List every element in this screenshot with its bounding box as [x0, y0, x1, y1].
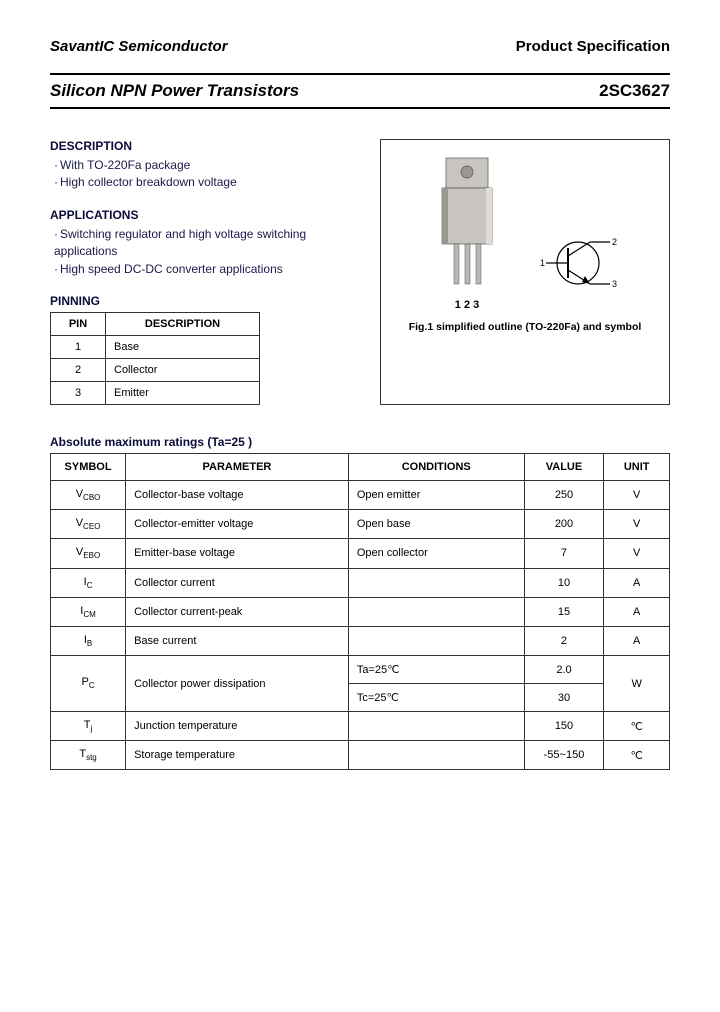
table-row: PC Collector power dissipation Ta=25℃ 2.… [51, 656, 670, 684]
svg-text:2: 2 [612, 237, 617, 247]
list-item: With TO-220Fa package [50, 157, 362, 174]
title-bar: Silicon NPN Power Transistors 2SC3627 [50, 73, 670, 109]
col-parameter: PARAMETER [126, 453, 349, 480]
table-row: 3Emitter [51, 381, 260, 404]
description-list: With TO-220Fa package High collector bre… [50, 157, 362, 192]
ratings-heading: Absolute maximum ratings (Ta=25 ) [50, 435, 670, 449]
col-conditions: CONDITIONS [348, 453, 524, 480]
product-family: Silicon NPN Power Transistors [50, 81, 299, 101]
description-heading: DESCRIPTION [50, 139, 362, 153]
figure-caption: Fig.1 simplified outline (TO-220Fa) and … [391, 321, 659, 333]
table-row: VEBOEmitter-base voltageOpen collector7V [51, 539, 670, 568]
ratings-table: SYMBOL PARAMETER CONDITIONS VALUE UNIT V… [50, 453, 670, 771]
table-row: VCBOCollector-base voltageOpen emitter25… [51, 480, 670, 509]
svg-text:3: 3 [612, 279, 617, 289]
col-symbol: SYMBOL [51, 453, 126, 480]
table-row: ICMCollector current-peak15A [51, 597, 670, 626]
svg-text:1: 1 [540, 258, 545, 268]
pinning-table: PIN DESCRIPTION 1Base 2Collector 3Emitte… [50, 312, 260, 405]
table-row: 2Collector [51, 358, 260, 381]
part-number: 2SC3627 [599, 81, 670, 101]
list-item: High collector breakdown voltage [50, 174, 362, 191]
table-row: IBBase current2A [51, 626, 670, 655]
col-pin: PIN [51, 312, 106, 335]
col-unit: UNIT [604, 453, 670, 480]
transistor-symbol-icon: 1 2 3 [538, 218, 618, 311]
package-outline-icon: 1 2 3 [432, 152, 502, 311]
table-row: 1Base [51, 335, 260, 358]
applications-heading: APPLICATIONS [50, 208, 362, 222]
col-value: VALUE [524, 453, 604, 480]
applications-list: Switching regulator and high voltage swi… [50, 226, 362, 278]
table-row: TjJunction temperature150℃ [51, 712, 670, 741]
col-desc: DESCRIPTION [106, 312, 260, 335]
company-name: SavantIC Semiconductor [50, 38, 228, 55]
pinning-heading: PINNING [50, 294, 362, 308]
doc-type: Product Specification [516, 38, 670, 55]
list-item: Switching regulator and high voltage swi… [50, 226, 362, 261]
table-row: TstgStorage temperature-55~150℃ [51, 741, 670, 770]
table-row: ICCollector current10A [51, 568, 670, 597]
pins-label: 1 2 3 [432, 299, 502, 311]
table-row: VCEOCollector-emitter voltageOpen base20… [51, 510, 670, 539]
list-item: High speed DC-DC converter applications [50, 261, 362, 278]
figure-box: 1 2 3 1 2 3 Fig.1 simplified outli [380, 139, 670, 405]
